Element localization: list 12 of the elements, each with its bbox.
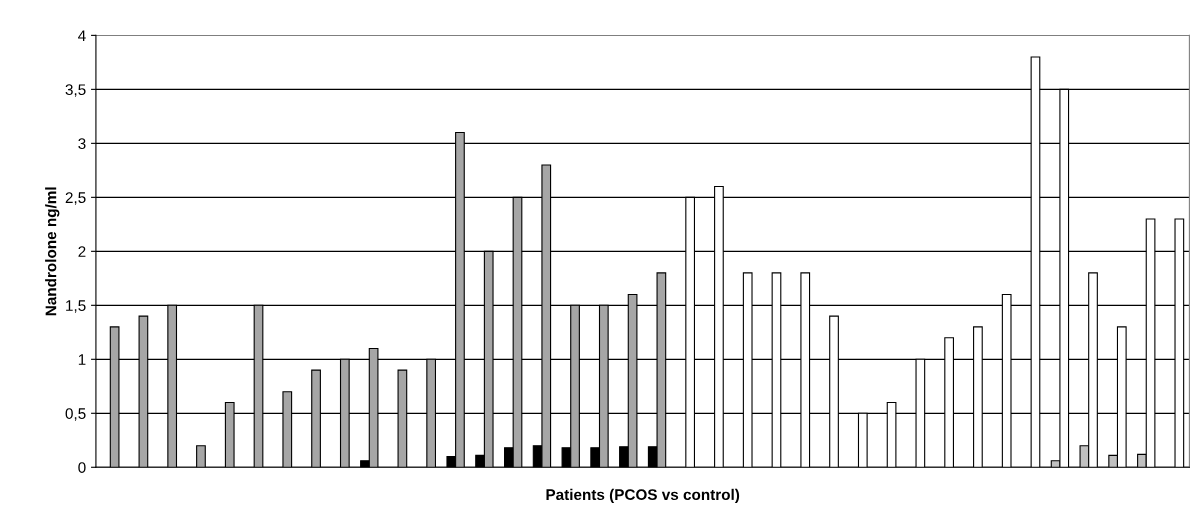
y-tick-label: 0,5 bbox=[65, 408, 86, 421]
y-axis-title: Nandrolone ng/ml bbox=[45, 187, 60, 316]
y-tick-label: 3,5 bbox=[65, 84, 86, 97]
y-tick-label: 4 bbox=[78, 30, 86, 41]
y-tick-label: 3 bbox=[78, 138, 86, 150]
y-tick-label: 0 bbox=[78, 462, 86, 473]
x-axis-title: Patients (PCOS vs control) bbox=[546, 488, 740, 504]
y-tick-label: 2,5 bbox=[65, 192, 86, 205]
y-tick-label: 2 bbox=[78, 246, 86, 257]
y-tick-label: 1 bbox=[78, 354, 86, 365]
bar bbox=[196, 445, 206, 468]
y-tick-label: 1,5 bbox=[66, 300, 86, 313]
